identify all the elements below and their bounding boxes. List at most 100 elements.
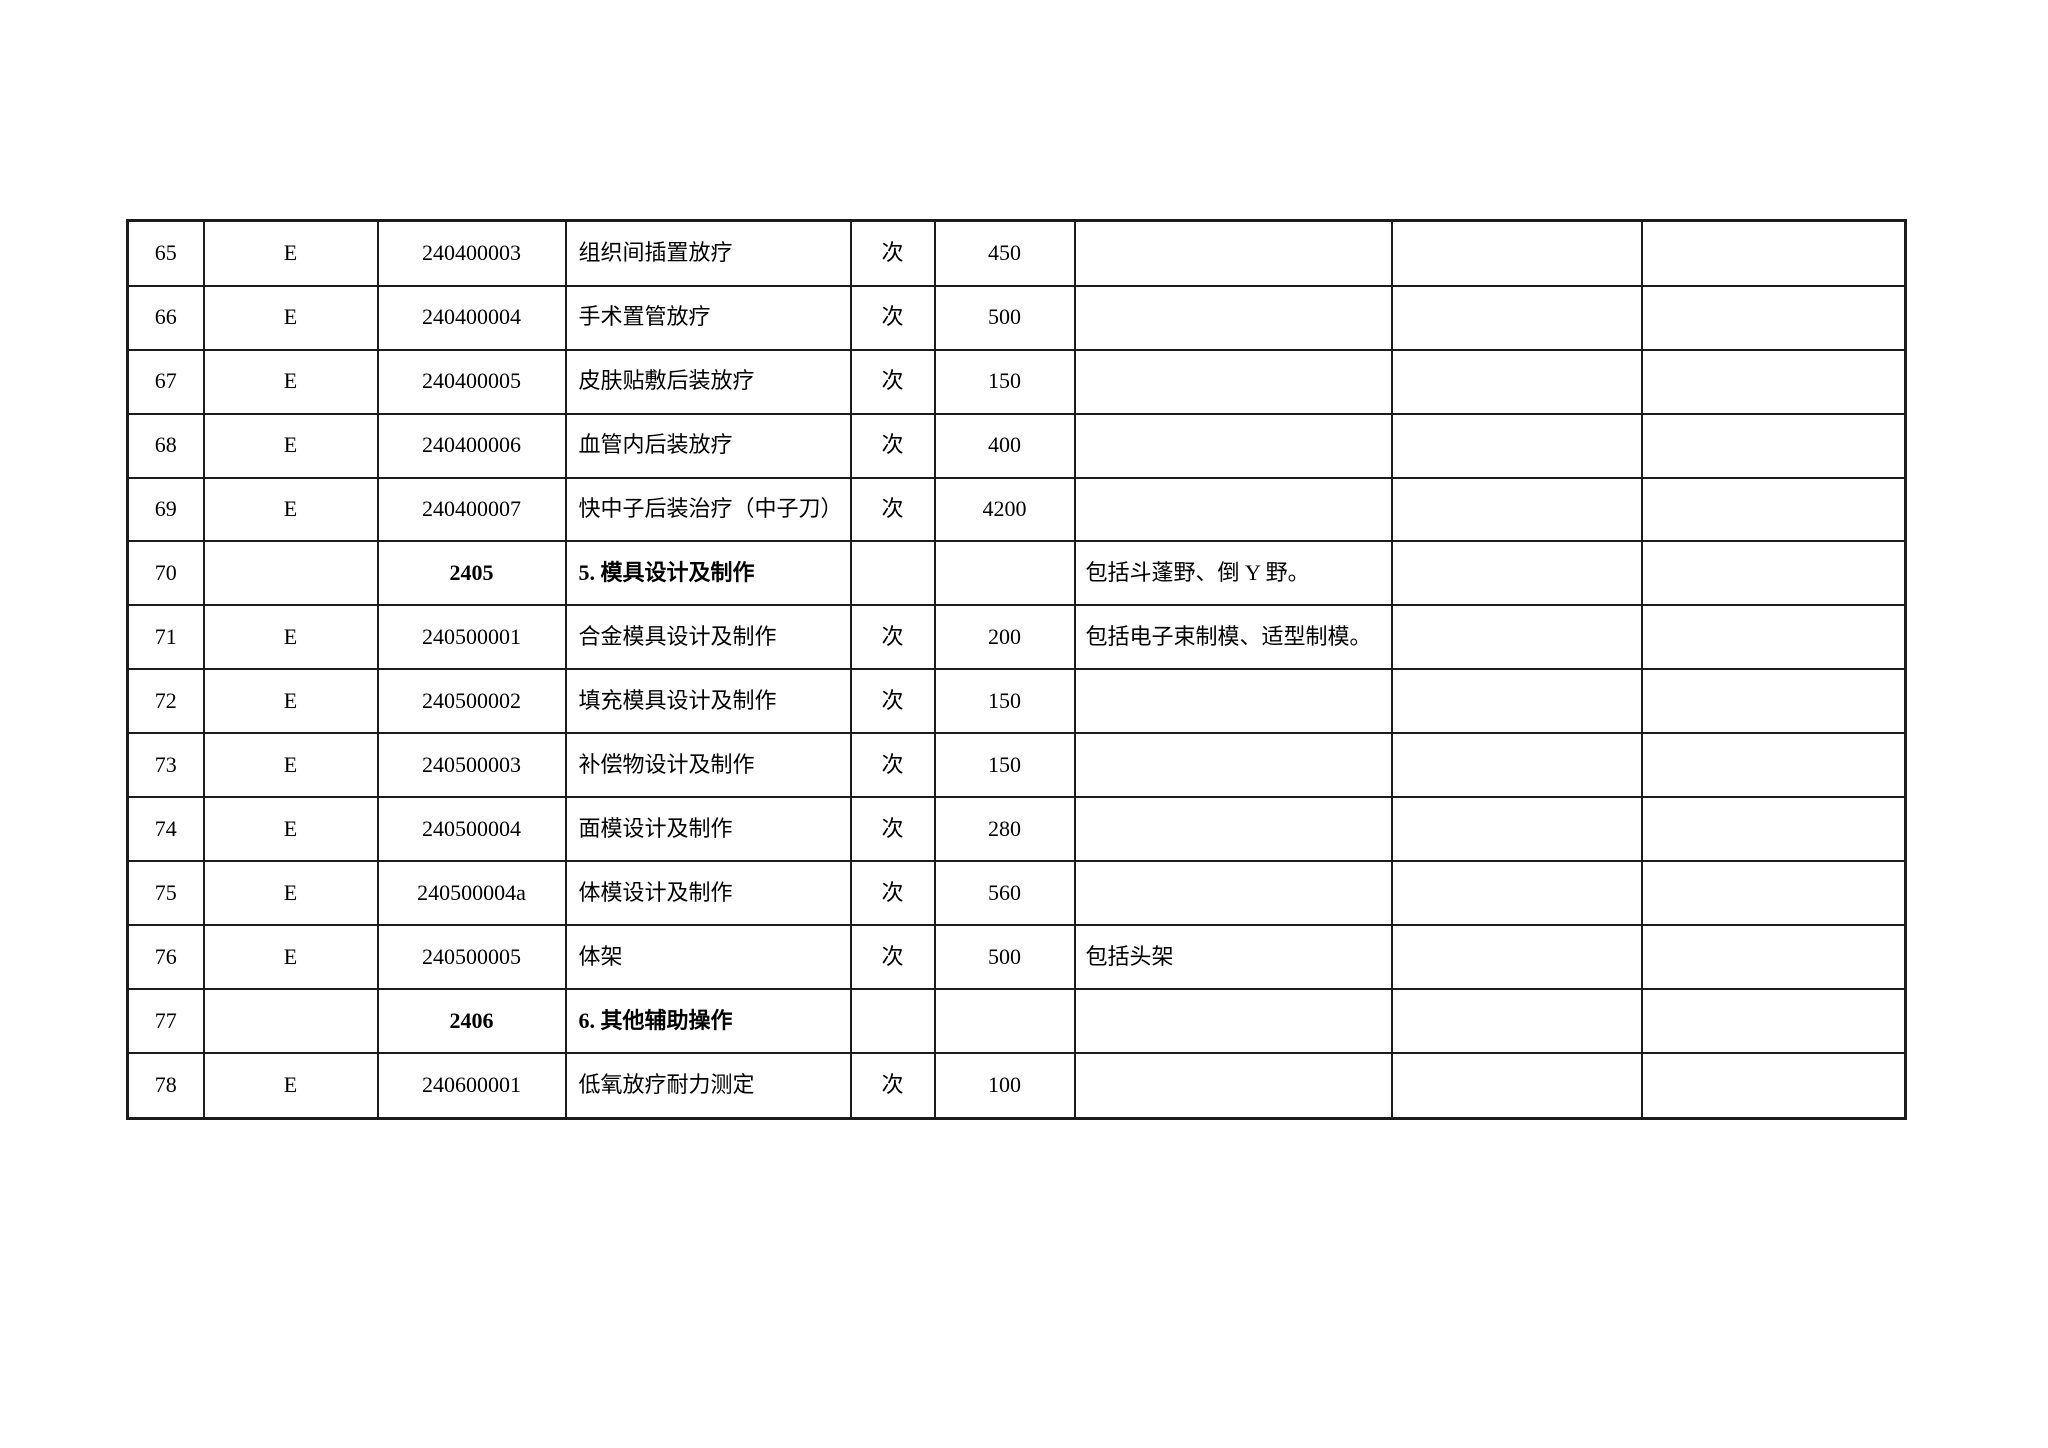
table-row: 67 E 240400005 皮肤贴敷后装放疗次 150 xyxy=(126,348,1907,415)
grade-cell: E xyxy=(202,412,379,479)
grade-cell: E xyxy=(202,732,379,799)
note-cell: 包括电子束制模、适型制模。 xyxy=(1073,604,1393,671)
blank-cell-1 xyxy=(1390,412,1643,479)
item-code-cell: 240400003 xyxy=(376,219,567,287)
blank-cell-1 xyxy=(1390,924,1643,991)
note-cell: 包括斗蓬野、倒 Y 野。 xyxy=(1073,540,1393,607)
blank-cell-1 xyxy=(1390,668,1643,735)
item-code-cell: 240500002 xyxy=(376,668,567,735)
item-name-cell: 皮肤贴敷后装放疗 xyxy=(564,348,852,415)
blank-cell-1 xyxy=(1390,348,1643,415)
note-cell xyxy=(1073,860,1393,927)
price-cell: 150 xyxy=(933,348,1076,415)
note-cell xyxy=(1073,412,1393,479)
blank-cell-1 xyxy=(1390,219,1643,287)
blank-cell-2 xyxy=(1640,412,1907,479)
item-code-cell: 240500004 xyxy=(376,796,567,863)
grade-cell: E xyxy=(202,796,379,863)
table-row: 68 E 240400006 血管内后装放疗次 400 xyxy=(126,412,1907,479)
unit-cell xyxy=(849,988,936,1055)
table-row: 66 E 240400004 手术置管放疗次 500 xyxy=(126,284,1907,351)
grade-cell: E xyxy=(202,348,379,415)
item-code-cell: 240400005 xyxy=(376,348,567,415)
unit-cell: 次 xyxy=(849,476,936,543)
price-cell: 150 xyxy=(933,732,1076,799)
row-number-cell: 72 xyxy=(126,668,205,735)
item-code-cell: 240500004a xyxy=(376,860,567,927)
blank-cell-1 xyxy=(1390,540,1643,607)
blank-cell-2 xyxy=(1640,1052,1907,1120)
item-name-cell: 体架 xyxy=(564,924,852,991)
blank-cell-1 xyxy=(1390,1052,1643,1120)
blank-cell-1 xyxy=(1390,796,1643,863)
blank-cell-2 xyxy=(1640,988,1907,1055)
item-code-cell: 2406 xyxy=(376,988,567,1055)
row-number-cell: 68 xyxy=(126,412,205,479)
table-row: 77 2406 6. 其他辅助操作 xyxy=(126,988,1907,1055)
item-name-cell: 5. 模具设计及制作 xyxy=(564,540,852,607)
grade-cell: E xyxy=(202,219,379,287)
table-row: 78 E 240600001 低氧放疗耐力测定次 100 xyxy=(126,1052,1907,1120)
item-code-cell: 240400007 xyxy=(376,476,567,543)
fee-table-body: 65 E 240400003 组织间插置放疗次 450 66 E 240400004 手术置管放… xyxy=(126,219,1907,1120)
grade-cell xyxy=(202,988,379,1055)
table-row: 75 E 240500004a 体模设计及制作次 560 xyxy=(126,860,1907,927)
note-cell xyxy=(1073,284,1393,351)
blank-cell-2 xyxy=(1640,924,1907,991)
blank-cell-2 xyxy=(1640,860,1907,927)
price-cell: 400 xyxy=(933,412,1076,479)
table-row: 69 E 240400007 快中子后装治疗（中子刀）次 4200 xyxy=(126,476,1907,543)
item-name-cell: 补偿物设计及制作 xyxy=(564,732,852,799)
note-cell xyxy=(1073,219,1393,287)
row-number-cell: 75 xyxy=(126,860,205,927)
table-row: 74 E 240500004 面模设计及制作次 280 xyxy=(126,796,1907,863)
unit-cell: 次 xyxy=(849,348,936,415)
price-cell: 280 xyxy=(933,796,1076,863)
row-number-cell: 73 xyxy=(126,732,205,799)
item-name-cell: 体模设计及制作 xyxy=(564,860,852,927)
blank-cell-2 xyxy=(1640,604,1907,671)
price-cell: 450 xyxy=(933,219,1076,287)
table-row: 76 E 240500005 体架次 500 包括头架 xyxy=(126,924,1907,991)
row-number-cell: 65 xyxy=(126,219,205,287)
unit-cell: 次 xyxy=(849,732,936,799)
grade-cell xyxy=(202,540,379,607)
unit-cell: 次 xyxy=(849,924,936,991)
table-row: 70 2405 5. 模具设计及制作 包括斗蓬野、倒 Y 野。 xyxy=(126,540,1907,607)
row-number-cell: 69 xyxy=(126,476,205,543)
grade-cell: E xyxy=(202,284,379,351)
item-name-cell: 合金模具设计及制作 xyxy=(564,604,852,671)
blank-cell-1 xyxy=(1390,988,1643,1055)
price-cell xyxy=(933,988,1076,1055)
item-name-cell: 快中子后装治疗（中子刀） xyxy=(564,476,852,543)
grade-cell: E xyxy=(202,860,379,927)
item-code-cell: 2405 xyxy=(376,540,567,607)
price-cell: 500 xyxy=(933,924,1076,991)
row-number-cell: 74 xyxy=(126,796,205,863)
blank-cell-2 xyxy=(1640,540,1907,607)
blank-cell-2 xyxy=(1640,284,1907,351)
row-number-cell: 77 xyxy=(126,988,205,1055)
row-number-cell: 71 xyxy=(126,604,205,671)
blank-cell-2 xyxy=(1640,476,1907,543)
price-cell: 100 xyxy=(933,1052,1076,1120)
item-code-cell: 240500003 xyxy=(376,732,567,799)
item-code-cell: 240500005 xyxy=(376,924,567,991)
grade-cell: E xyxy=(202,668,379,735)
blank-cell-1 xyxy=(1390,284,1643,351)
blank-cell-1 xyxy=(1390,476,1643,543)
item-code-cell: 240400004 xyxy=(376,284,567,351)
item-name-cell: 填充模具设计及制作 xyxy=(564,668,852,735)
unit-cell: 次 xyxy=(849,668,936,735)
item-name-cell: 血管内后装放疗 xyxy=(564,412,852,479)
table-row: 71 E 240500001 合金模具设计及制作次 200 包括电子束制模、适型制模。 xyxy=(126,604,1907,671)
unit-cell: 次 xyxy=(849,1052,936,1120)
unit-cell: 次 xyxy=(849,604,936,671)
blank-cell-2 xyxy=(1640,219,1907,287)
blank-cell-1 xyxy=(1390,604,1643,671)
price-cell: 150 xyxy=(933,668,1076,735)
table-row: 65 E 240400003 组织间插置放疗次 450 xyxy=(126,219,1907,287)
item-code-cell: 240600001 xyxy=(376,1052,567,1120)
table-row: 72 E 240500002 填充模具设计及制作次 150 xyxy=(126,668,1907,735)
grade-cell: E xyxy=(202,1052,379,1120)
